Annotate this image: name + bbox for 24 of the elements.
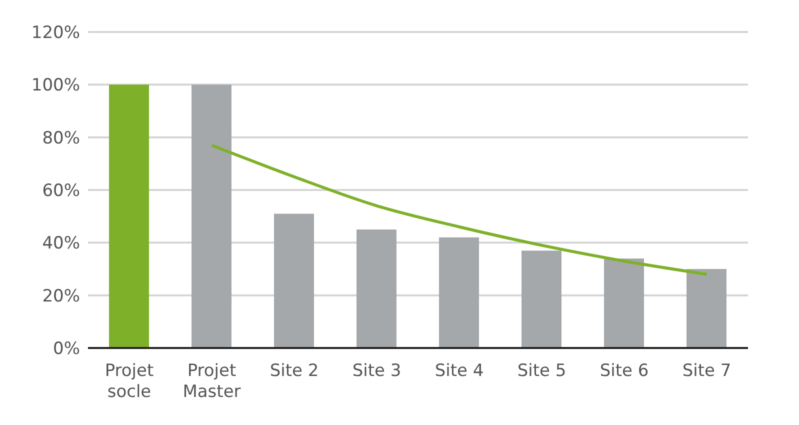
y-tick-label: 20%	[42, 286, 80, 306]
y-tick-label: 60%	[42, 181, 80, 202]
bar	[686, 269, 726, 348]
x-tick-label: Site 4	[434, 361, 484, 381]
y-tick-label: 80%	[42, 128, 80, 148]
x-tick-label: Site 6	[600, 361, 649, 381]
x-tick-label: Projet socle	[104, 361, 154, 402]
x-tick-label: Site 5	[517, 361, 566, 381]
bar	[522, 250, 562, 348]
y-tick-label: 40%	[42, 234, 80, 254]
y-tick-label: 120%	[31, 23, 80, 44]
bar	[109, 84, 149, 348]
x-tick-label: Site 2	[270, 361, 319, 381]
bar	[604, 258, 644, 348]
y-tick-label: 100%	[31, 76, 80, 96]
bar	[356, 230, 396, 348]
bar	[192, 84, 232, 348]
y-tick-label: 0%	[53, 339, 80, 360]
x-tick-label: Projet Master	[182, 361, 241, 402]
x-tick-label: Site 3	[352, 361, 402, 381]
line-series	[210, 144, 708, 276]
x-tick-label: Site 7	[682, 361, 732, 381]
bar	[439, 237, 479, 348]
bar	[274, 214, 314, 348]
